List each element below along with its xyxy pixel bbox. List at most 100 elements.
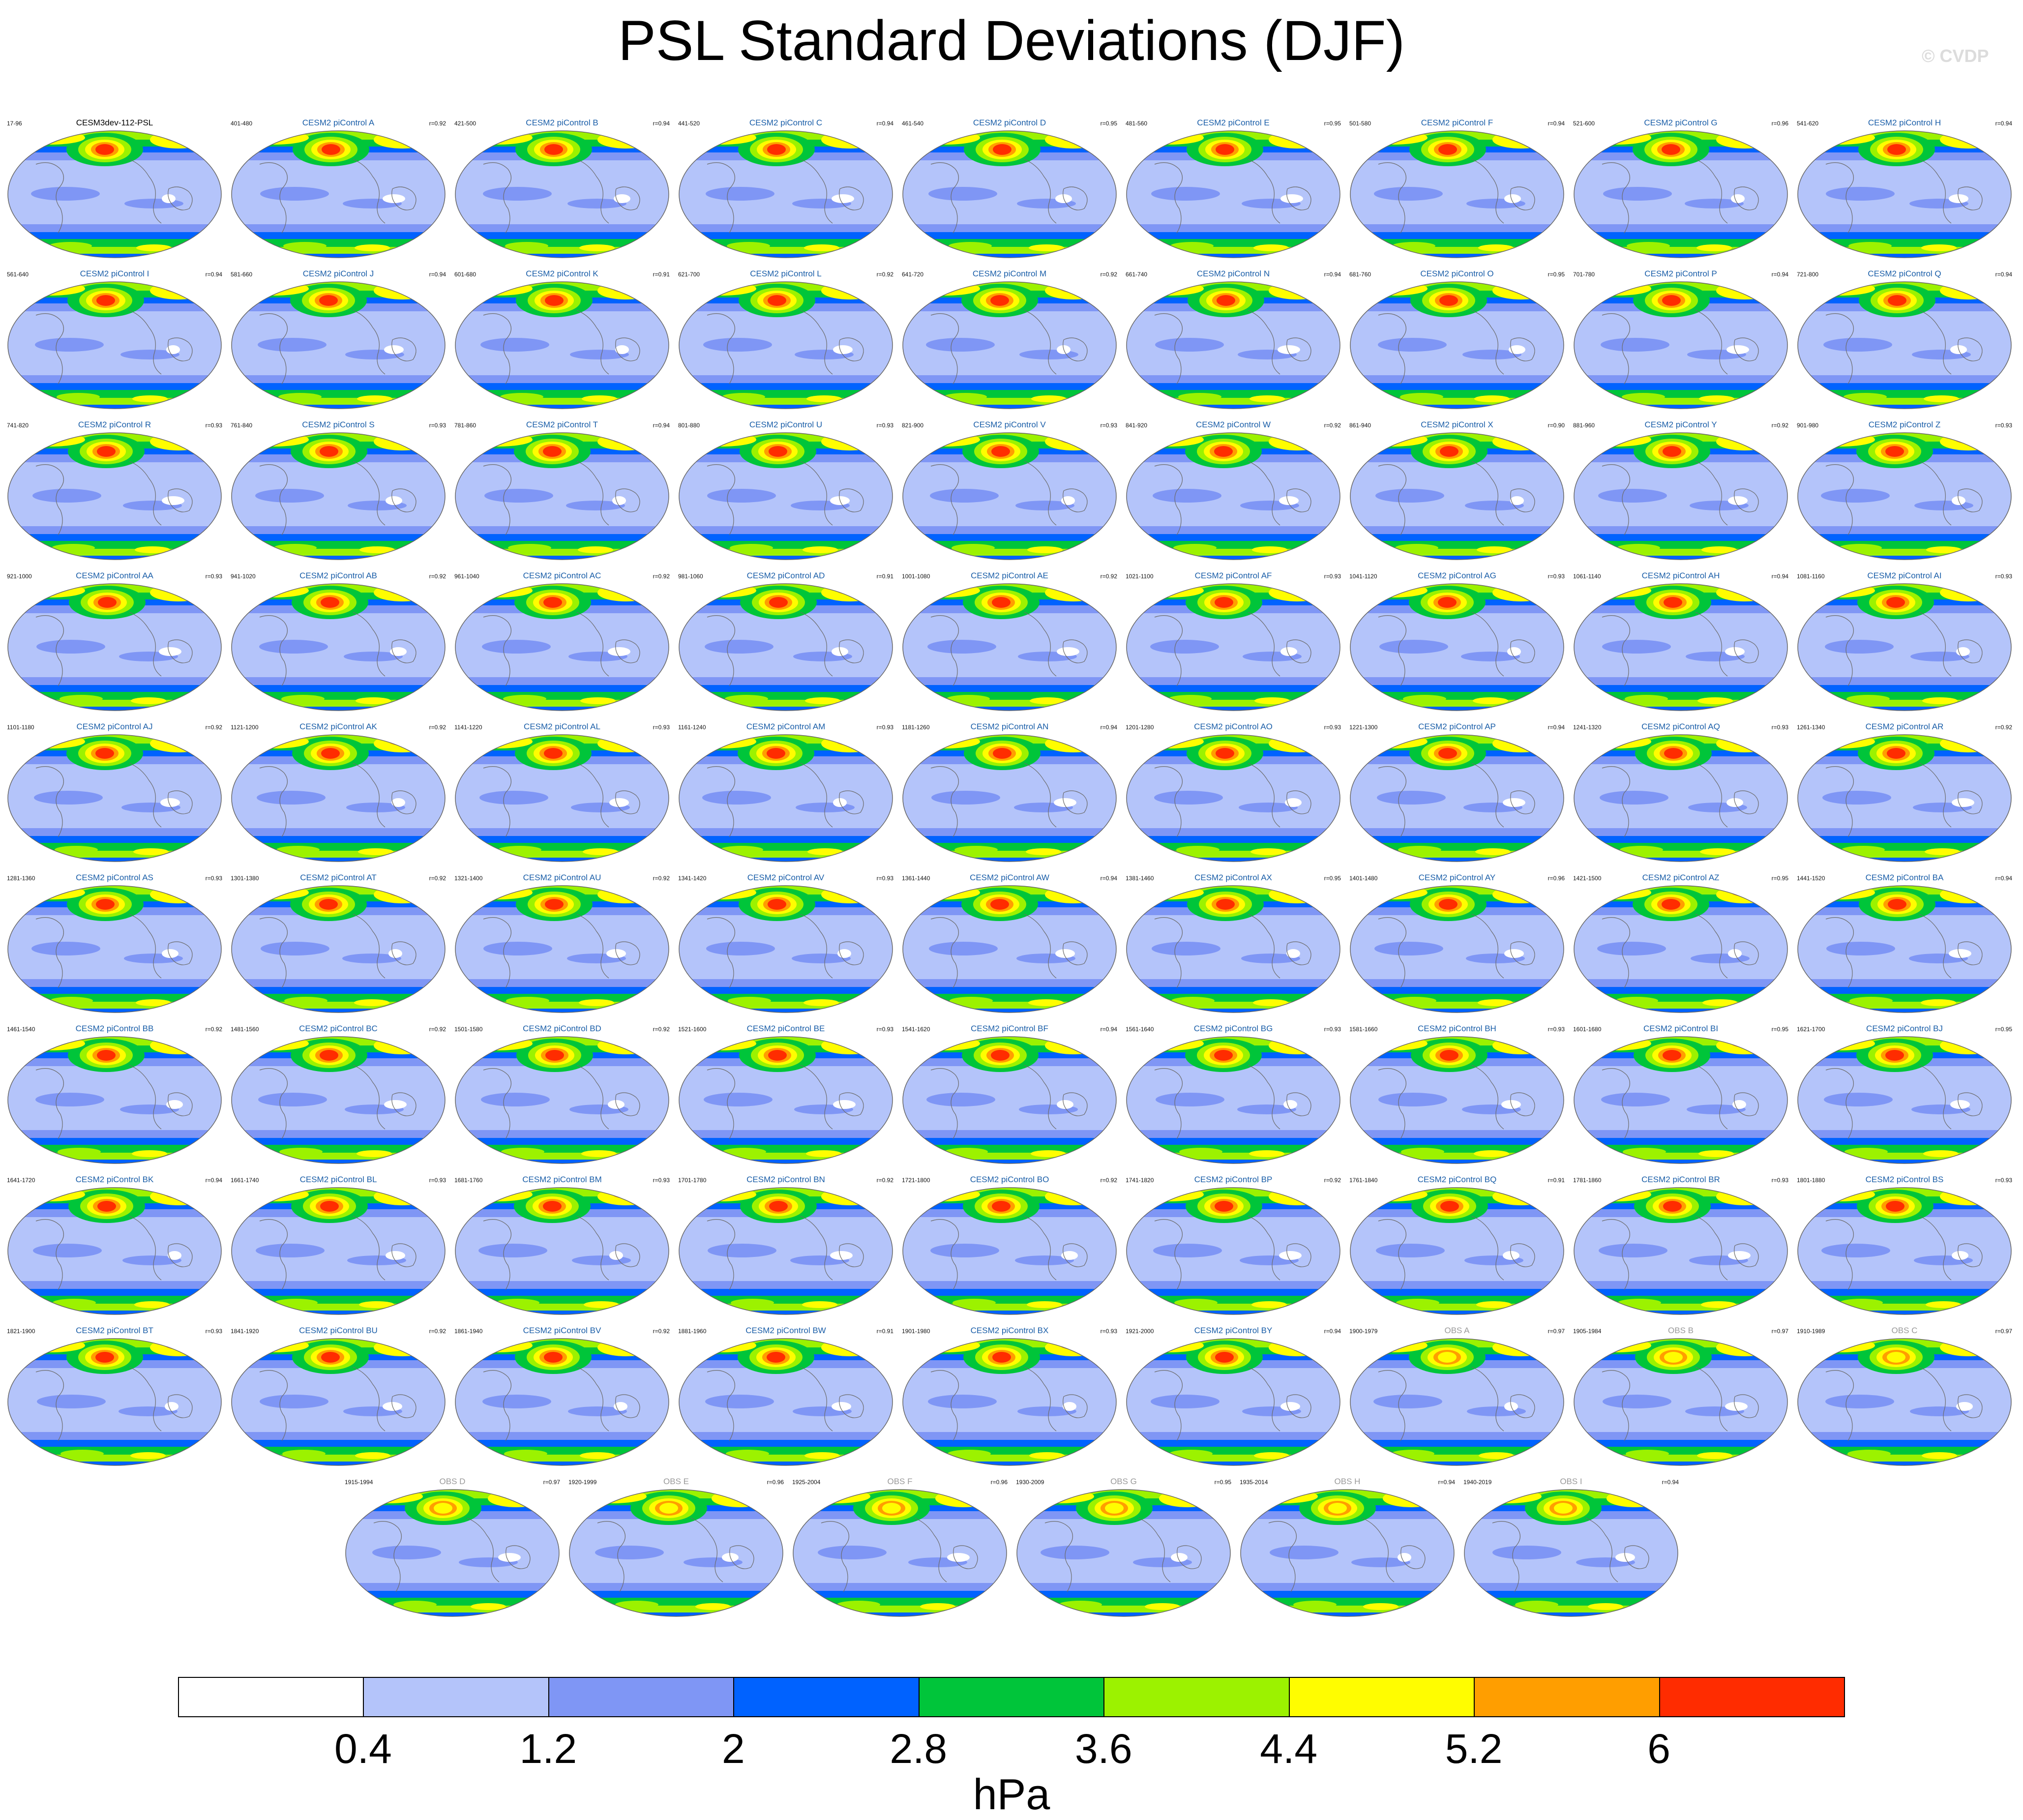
map-outline [1797, 734, 2012, 862]
panel-map [7, 432, 222, 560]
contour-blob [1597, 282, 1635, 290]
coastline [1063, 488, 1088, 512]
coastline [353, 461, 386, 526]
coastline [1471, 461, 1504, 526]
contour-band [1350, 858, 1564, 862]
panel-years: 601-680 [454, 271, 476, 278]
contour-blob [506, 997, 549, 1005]
contour-band [903, 1009, 1116, 1013]
coastline [483, 162, 511, 234]
coastline [1695, 310, 1728, 375]
panel-title: CESM2 piControl R [78, 420, 151, 429]
contour-blob [355, 1452, 390, 1459]
coastline [1919, 310, 1952, 375]
panel-title: CESM2 piControl BK [75, 1175, 154, 1184]
map-outline [902, 1036, 1117, 1164]
map-outline [455, 885, 669, 1013]
contour-blob [1806, 1037, 1875, 1050]
pacific-max [767, 748, 785, 759]
contour-blob [1477, 546, 1512, 553]
contour-blob [1823, 338, 1892, 352]
coastline [391, 1092, 416, 1116]
coastline [35, 313, 64, 385]
pacific-max [97, 1201, 116, 1212]
contour-blob [1922, 1452, 1957, 1459]
coastline [483, 1370, 511, 1441]
map-outline [679, 281, 893, 409]
contour-blob [1285, 798, 1302, 807]
coastline [1510, 186, 1535, 210]
pacific-max [990, 899, 1009, 910]
contour-band [232, 254, 445, 258]
contour-band [1574, 858, 1787, 862]
pacific-max [97, 446, 116, 457]
panel-years: 1301-1380 [231, 875, 259, 882]
panel-correlation: r=0.93 [429, 422, 446, 429]
contour-blob [720, 846, 763, 854]
pacific-max [1216, 899, 1235, 910]
map-panel: 1301-1380 CESM2 piControl AT r=0.92 [229, 873, 448, 1017]
map-panel: 1581-1660 CESM2 piControl BH r=0.93 [1347, 1024, 1567, 1168]
contour-blob [833, 345, 853, 354]
contour-blob [1597, 1037, 1634, 1044]
contour-blob [1397, 1490, 1430, 1501]
coastline [576, 310, 609, 375]
contour-blob [1373, 886, 1411, 894]
contour-blob [821, 131, 878, 149]
contour-blob [60, 1450, 104, 1458]
coastline [930, 766, 959, 837]
contour-blob [1623, 1148, 1666, 1156]
coastline [1695, 461, 1728, 526]
panel-title: OBS H [1334, 1477, 1361, 1486]
coastline [1919, 461, 1952, 526]
panel-years: 461-540 [902, 120, 924, 127]
contour-blob [952, 544, 995, 552]
contour-blob [165, 1402, 178, 1411]
contour-blob [816, 1490, 853, 1497]
contour-blob [1806, 886, 1875, 899]
panel-correlation: r=0.92 [429, 1026, 446, 1033]
contour-blob [612, 1188, 645, 1199]
contour-blob [131, 697, 166, 704]
map-panel: 1221-1300 CESM2 piControl AP r=0.94 [1347, 722, 1567, 866]
panel-years: 561-640 [7, 271, 29, 278]
contour-blob [1359, 735, 1428, 748]
colorbar-box [1288, 1677, 1475, 1717]
contour-band [903, 556, 1116, 560]
contour-blob [1582, 735, 1651, 748]
map-outline [231, 1187, 446, 1315]
panel-map [902, 1187, 1117, 1315]
coastline [259, 1068, 288, 1139]
contour-blob [597, 131, 654, 149]
contour-blob [930, 1244, 999, 1257]
contour-blob [1847, 1450, 1891, 1458]
map-outline [902, 583, 1117, 711]
contour-band [455, 707, 669, 711]
contour-blob [1029, 244, 1064, 251]
coastline [800, 1065, 833, 1130]
coastline [800, 612, 833, 677]
contour-blob [803, 999, 839, 1006]
contour-blob [159, 647, 181, 656]
map-outline [1126, 1187, 1340, 1315]
contour-blob [1135, 584, 1204, 597]
contour-blob [1598, 584, 1636, 592]
contour-blob [1582, 1339, 1651, 1352]
contour-blob [1627, 242, 1670, 250]
contour-blob [1473, 1490, 1542, 1503]
panel-correlation: r=0.93 [205, 573, 222, 580]
panel-map [679, 130, 893, 258]
contour-blob [1728, 496, 1748, 505]
panel-title: OBS B [1668, 1326, 1694, 1335]
panel-title: CESM2 piControl I [80, 269, 149, 278]
contour-blob [1492, 584, 1549, 601]
contour-blob [803, 546, 838, 553]
contour-blob [1395, 544, 1438, 552]
coastline [576, 461, 609, 526]
panel-map [902, 1338, 1117, 1466]
pacific-max [1663, 1050, 1681, 1061]
map-panel: 1741-1820 CESM2 piControl BP r=0.92 [1124, 1175, 1343, 1319]
panel-map [902, 281, 1117, 409]
